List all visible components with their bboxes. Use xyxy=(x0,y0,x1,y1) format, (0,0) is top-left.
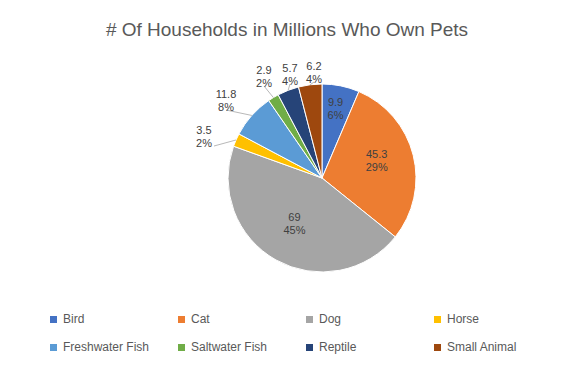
legend-swatch xyxy=(178,316,185,323)
legend-swatch xyxy=(50,344,57,351)
legend-swatch xyxy=(178,344,185,351)
title: # Of Households in Millions Who Own Pets xyxy=(106,19,468,40)
percentage-label: 2% xyxy=(196,137,212,149)
percentage-label: 2% xyxy=(256,77,272,89)
data-label: 2.9 xyxy=(256,64,271,76)
data-label: 9.9 xyxy=(328,96,343,108)
data-label: 3.5 xyxy=(196,124,211,136)
pie xyxy=(228,84,416,272)
legend-label: Dog xyxy=(319,312,341,326)
data-label: 6.2 xyxy=(306,60,321,72)
legend-swatch xyxy=(434,316,441,323)
percentage-label: 8% xyxy=(218,101,234,113)
percentage-label: 4% xyxy=(306,73,322,85)
legend-swatch xyxy=(50,316,57,323)
legend-label: Bird xyxy=(63,312,84,326)
legend-swatch xyxy=(306,316,313,323)
legend-item: Cat xyxy=(178,312,210,326)
data-label: 45.3 xyxy=(366,148,387,160)
percentage-label: 29% xyxy=(366,161,388,173)
slice xyxy=(299,84,322,178)
legend-item: Small Animal xyxy=(434,340,516,354)
legend-swatch xyxy=(434,344,441,351)
legend-item: Bird xyxy=(50,312,84,326)
legend: Bird Cat Dog Horse Freshwater Fish Saltwater … xyxy=(50,312,516,354)
legend-label: Saltwater Fish xyxy=(191,340,267,354)
legend-swatch xyxy=(306,344,313,351)
chart: # Of Households in Millions Who Own Pets… xyxy=(0,0,574,370)
legend-item: Dog xyxy=(306,312,341,326)
data-label: 69 xyxy=(288,211,300,223)
percentage-label: 45% xyxy=(283,224,305,236)
legend-label: Horse xyxy=(447,312,479,326)
data-labels: 9.96%45.329%6945%3.52%11.88%2.92%5.74%6.… xyxy=(196,60,388,236)
legend-item: Saltwater Fish xyxy=(178,340,267,354)
legend-item: Freshwater Fish xyxy=(50,340,149,354)
data-label: 11.8 xyxy=(216,88,237,100)
percentage-label: 6% xyxy=(328,109,344,121)
legend-label: Cat xyxy=(191,312,210,326)
legend-label: Reptile xyxy=(319,340,357,354)
data-label: 5.7 xyxy=(282,62,297,74)
legend-label: Freshwater Fish xyxy=(63,340,149,354)
leader-line xyxy=(214,140,236,146)
percentage-label: 4% xyxy=(282,75,298,87)
legend-item: Horse xyxy=(434,312,479,326)
legend-item: Reptile xyxy=(306,340,357,354)
legend-label: Small Animal xyxy=(447,340,516,354)
